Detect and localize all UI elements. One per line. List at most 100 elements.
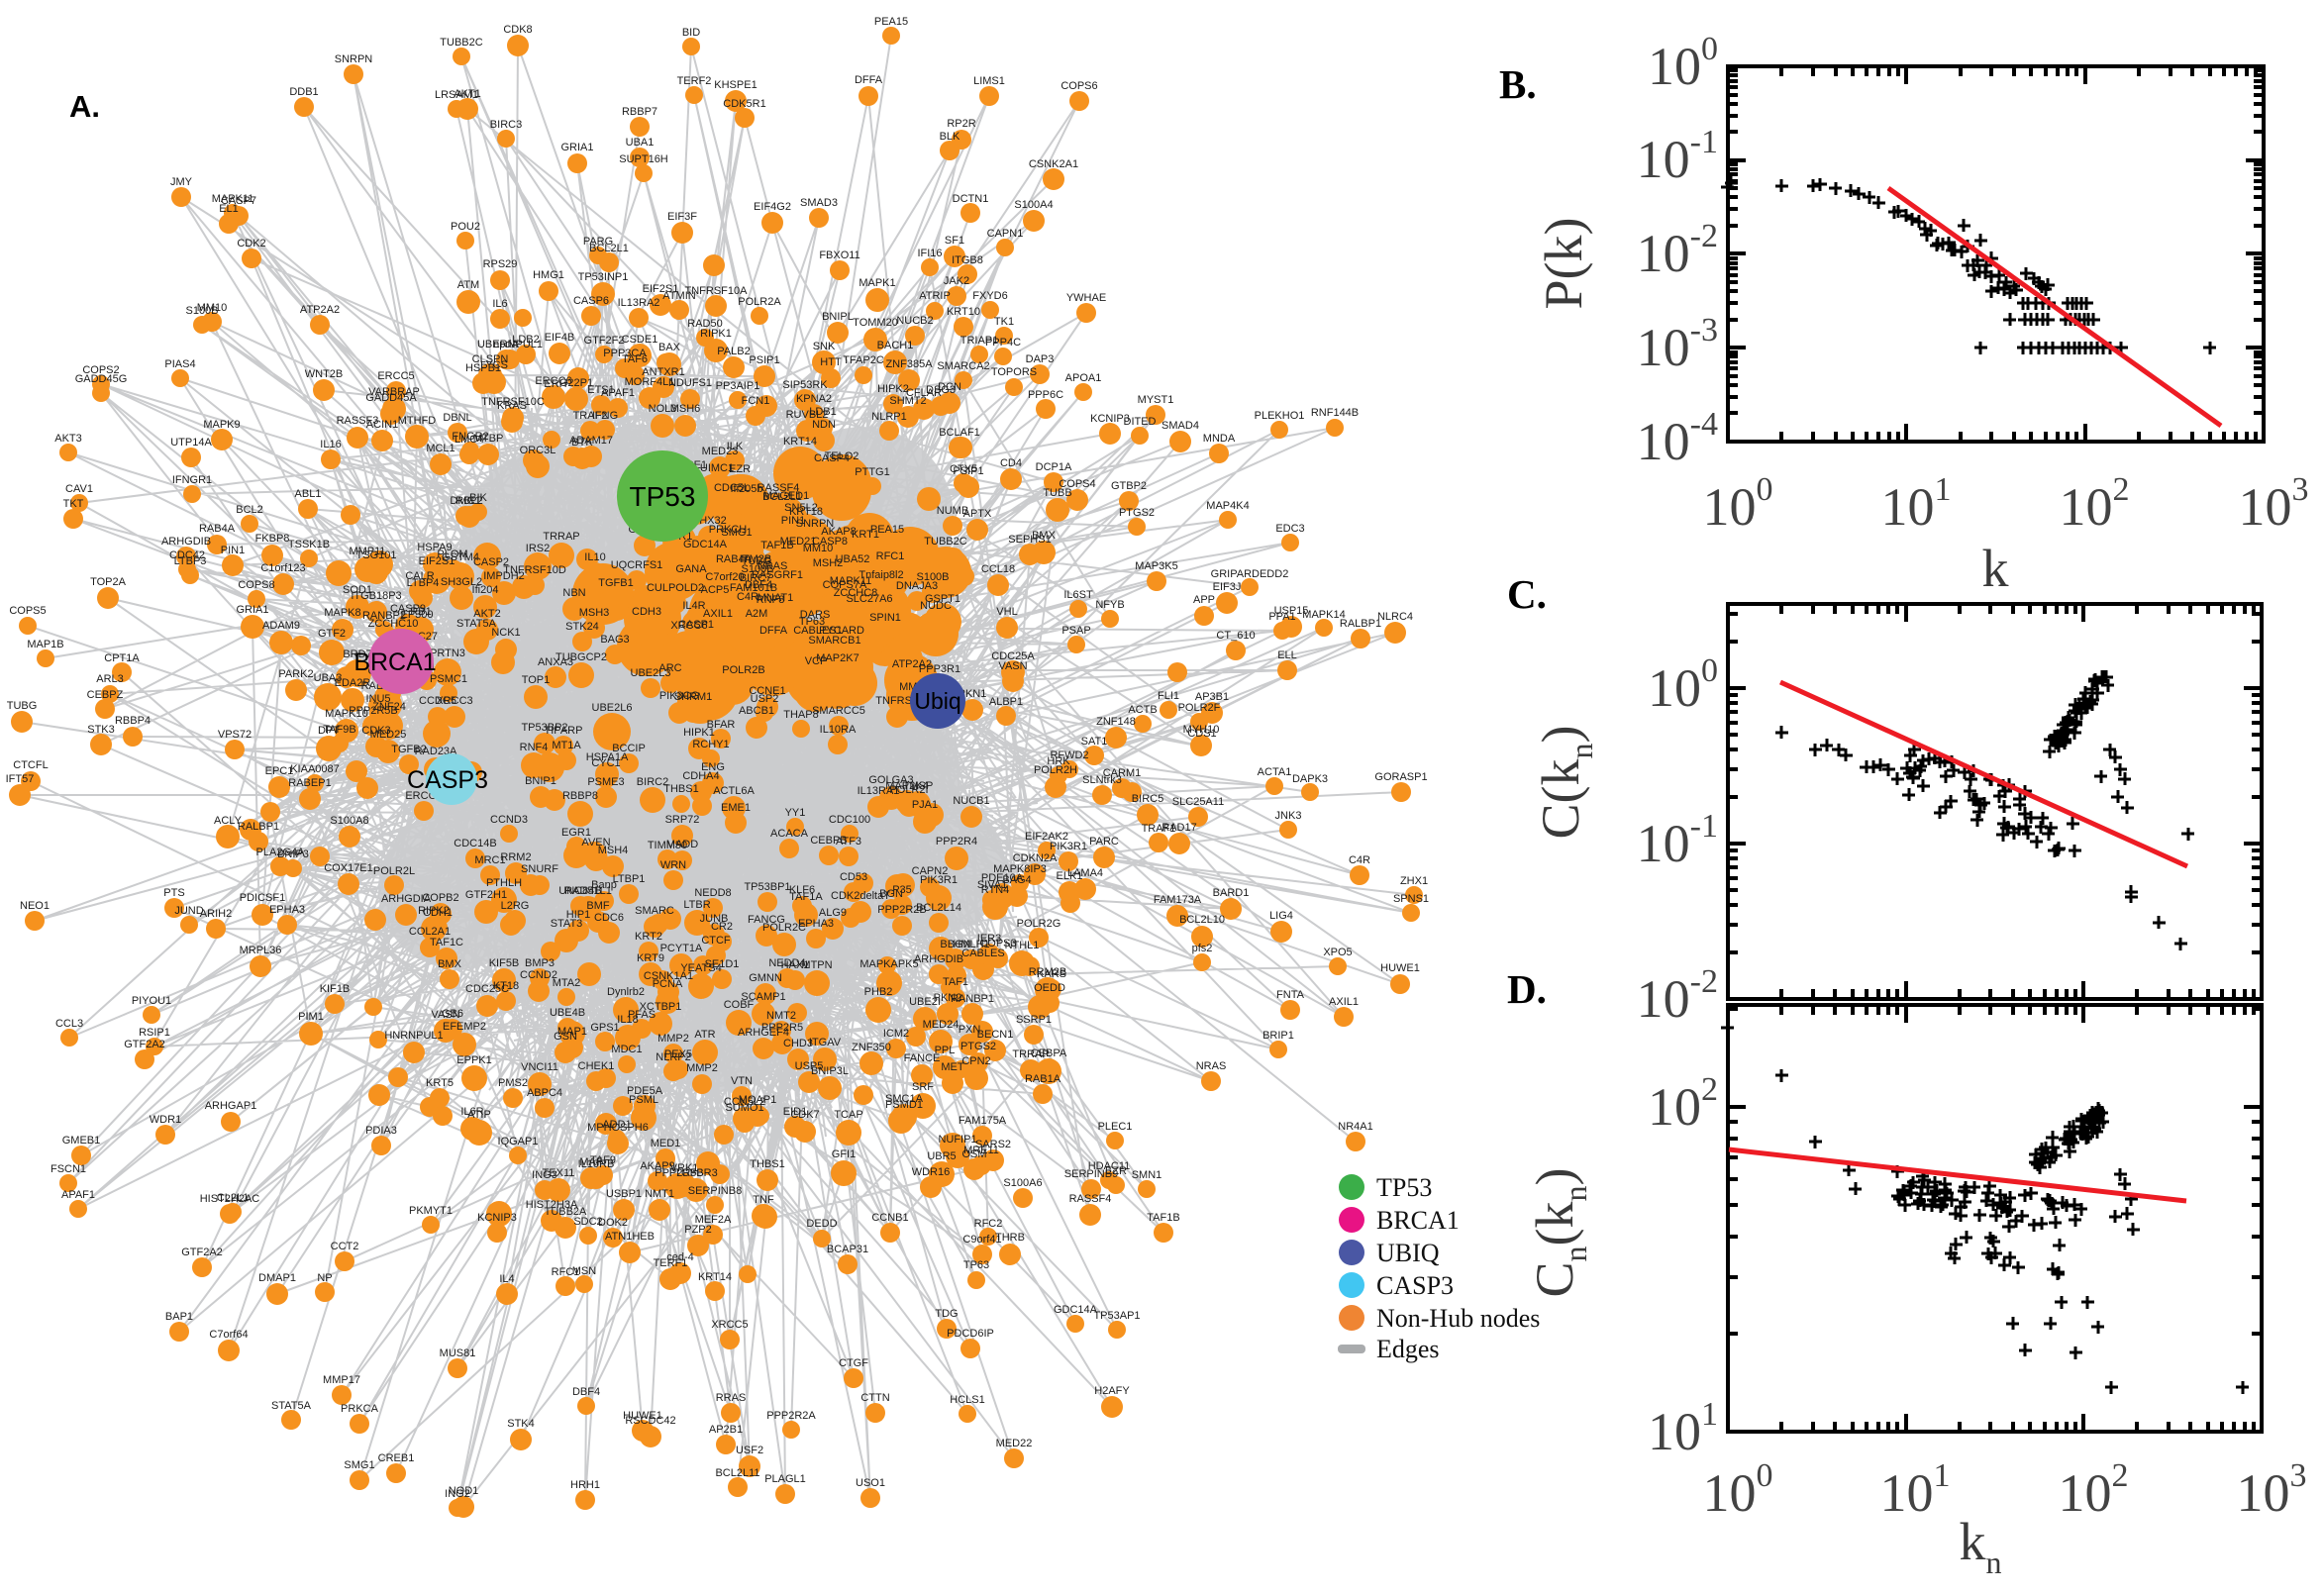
svg-text:VARBRAP: VARBRAP	[368, 386, 420, 398]
svg-text:RAD50: RAD50	[687, 318, 722, 330]
svg-text:AKT1: AKT1	[454, 88, 481, 100]
svg-text:EIF3F: EIF3F	[667, 211, 697, 223]
svg-text:MSH4: MSH4	[598, 845, 629, 856]
svg-text:PPP2R5B: PPP2R5B	[655, 1167, 704, 1179]
svg-text:TDG: TDG	[935, 1308, 958, 1320]
svg-text:TELO2: TELO2	[825, 450, 859, 462]
svg-text:TNFRSF: TNFRSF	[875, 695, 919, 707]
svg-text:COPS3: COPS3	[979, 938, 1016, 949]
svg-text:ARHGEF4: ARHGEF4	[738, 1027, 789, 1039]
svg-text:MSN: MSN	[572, 1265, 597, 1277]
svg-text:PDICSF1: PDICSF1	[240, 892, 285, 904]
svg-text:CCT2: CCT2	[331, 1241, 359, 1252]
svg-text:SSRP1: SSRP1	[1016, 1014, 1052, 1026]
svg-text:MAPK11: MAPK11	[212, 193, 254, 205]
svg-text:Edges: Edges	[1376, 1335, 1440, 1363]
svg-text:XCTBP1: XCTBP1	[640, 1001, 682, 1013]
svg-text:ABPC4: ABPC4	[527, 1087, 562, 1099]
svg-text:LDB2: LDB2	[512, 334, 540, 346]
svg-text:SE1D1: SE1D1	[705, 958, 740, 970]
svg-text:MMP2: MMP2	[686, 1062, 718, 1074]
svg-text:TRRAP: TRRAP	[543, 531, 579, 543]
svg-text:APAF1: APAF1	[61, 1189, 95, 1201]
svg-text:RALBP1: RALBP1	[1340, 618, 1381, 630]
svg-text:BAG3: BAG3	[600, 634, 629, 646]
svg-text:CT_610: CT_610	[1216, 630, 1255, 642]
svg-text:BCL2L14: BCL2L14	[916, 902, 961, 914]
svg-text:PHB2: PHB2	[864, 986, 893, 998]
svg-text:TSG101: TSG101	[356, 549, 397, 561]
svg-text:ERCC6: ERCC6	[535, 375, 571, 387]
svg-text:BMX: BMX	[1032, 530, 1057, 542]
svg-text:UBA3: UBA3	[314, 672, 343, 684]
svg-text:CEBPA: CEBPA	[1031, 1047, 1067, 1059]
svg-text:NUCB2: NUCB2	[896, 315, 933, 327]
svg-text:SIP53RK: SIP53RK	[782, 379, 828, 391]
svg-text:TP53AP1: TP53AP1	[1093, 1310, 1140, 1322]
svg-text:ZNF148: ZNF148	[1096, 716, 1136, 728]
svg-text:ADAM9: ADAM9	[262, 620, 300, 632]
svg-text:IQGAP1: IQGAP1	[498, 1136, 539, 1147]
svg-text:A.: A.	[69, 89, 100, 124]
svg-text:BCCIP: BCCIP	[612, 743, 646, 754]
svg-text:RSCDC42: RSCDC42	[625, 1415, 675, 1427]
svg-text:ALG9: ALG9	[819, 907, 847, 919]
svg-text:RBBP8: RBBP8	[562, 790, 598, 802]
svg-text:CSNK1A1: CSNK1A1	[644, 970, 693, 982]
svg-text:HIPK2: HIPK2	[877, 383, 909, 395]
svg-text:KIAA0087: KIAA0087	[290, 763, 340, 775]
svg-text:LTBP1: LTBP1	[613, 873, 646, 885]
svg-text:BBGN: BBGN	[940, 939, 970, 950]
svg-text:ATRIP: ATRIP	[919, 290, 951, 302]
svg-text:KRT9: KRT9	[637, 952, 664, 964]
svg-text:KIF1B: KIF1B	[320, 983, 351, 995]
svg-text:BMF: BMF	[586, 900, 610, 912]
svg-text:USP5: USP5	[795, 1060, 824, 1072]
svg-text:EP300: EP300	[400, 609, 433, 621]
svg-text:HUWE1: HUWE1	[1380, 962, 1420, 974]
svg-text:GTF2A2: GTF2A2	[124, 1039, 165, 1050]
svg-text:KRT2: KRT2	[635, 931, 662, 943]
svg-text:MMP17: MMP17	[323, 1374, 360, 1386]
svg-text:PLAGL1: PLAGL1	[764, 1473, 806, 1485]
svg-text:RNF8: RNF8	[757, 594, 785, 606]
svg-text:AKAP8: AKAP8	[821, 526, 856, 538]
svg-text:PPP2R4: PPP2R4	[936, 836, 977, 848]
svg-text:SMC1A: SMC1A	[885, 1093, 924, 1105]
svg-text:EIF4B: EIF4B	[545, 332, 575, 344]
svg-text:NOD1: NOD1	[449, 1485, 479, 1497]
svg-text:CCND2: CCND2	[520, 969, 557, 981]
svg-text:PLA2G4A: PLA2G4A	[256, 847, 306, 858]
svg-text:MAGED1: MAGED1	[763, 490, 809, 502]
svg-text:C4R: C4R	[1349, 854, 1370, 866]
svg-text:CDC25A: CDC25A	[991, 650, 1035, 662]
svg-text:AXIL1: AXIL1	[1329, 996, 1359, 1008]
svg-text:SDC2: SDC2	[573, 1216, 602, 1228]
svg-text:DBF4: DBF4	[572, 1386, 600, 1398]
svg-text:SMAD4: SMAD4	[1162, 420, 1199, 432]
svg-text:IL10RA: IL10RA	[820, 724, 857, 736]
svg-text:ADAM17: ADAM17	[569, 435, 613, 447]
svg-text:Non-Hub nodes: Non-Hub nodes	[1376, 1304, 1540, 1333]
svg-text:MM10: MM10	[197, 302, 228, 314]
svg-text:PDCD6IP: PDCD6IP	[947, 1328, 994, 1340]
svg-text:NLRP1: NLRP1	[871, 411, 906, 423]
svg-text:CDHA4: CDHA4	[682, 770, 719, 782]
svg-text:CTCFL: CTCFL	[13, 759, 48, 771]
svg-text:WDR1: WDR1	[150, 1114, 181, 1126]
svg-text:TUBGCP2: TUBGCP2	[556, 651, 607, 663]
svg-text:TNFRSF10A: TNFRSF10A	[685, 285, 749, 297]
svg-text:SPIN1: SPIN1	[869, 612, 901, 624]
svg-text:ORC3L: ORC3L	[520, 445, 556, 456]
svg-text:TGFB2: TGFB2	[391, 744, 426, 755]
svg-text:NLRP2: NLRP2	[656, 1051, 690, 1063]
svg-text:EFEMP2: EFEMP2	[443, 1021, 486, 1033]
svg-text:S100B: S100B	[185, 305, 218, 317]
svg-text:THBS1: THBS1	[750, 1158, 784, 1170]
svg-text:STK24: STK24	[565, 621, 599, 633]
svg-text:S100A8: S100A8	[330, 815, 368, 827]
svg-text:BCLAF1: BCLAF1	[939, 427, 980, 439]
svg-text:MAPK14: MAPK14	[1302, 609, 1345, 621]
svg-text:103: 103	[2239, 471, 2309, 537]
svg-text:ITGAV: ITGAV	[809, 1037, 842, 1048]
